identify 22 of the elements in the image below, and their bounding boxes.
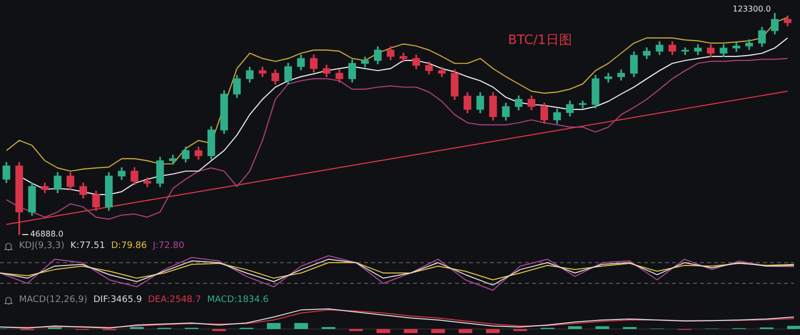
bar [596,326,610,330]
annotation: BTC/1日图 [508,33,572,48]
series-label: J:72.80 [152,241,184,251]
chart-title: KDJ(9,3,3) [19,241,64,251]
text: MACD:1834.6 [207,295,269,305]
bar [486,329,500,334]
text: DIF:3465.9 [93,295,142,305]
text: DEA:2548.7 [148,295,202,305]
bar [568,326,582,330]
bar [787,326,800,330]
series-label: K:77.51 [70,241,106,251]
bar [376,329,390,334]
candlestick [578,100,587,108]
bar [404,329,418,334]
chart-title: MACD(12,26,9) [19,295,88,305]
text: D:79.86 [111,241,147,251]
bar [294,323,308,330]
annotation: 46888.0 [30,230,64,239]
annotation: 123300.0 [732,4,771,14]
bar [431,329,445,334]
bar [266,323,281,330]
bar [458,329,472,334]
